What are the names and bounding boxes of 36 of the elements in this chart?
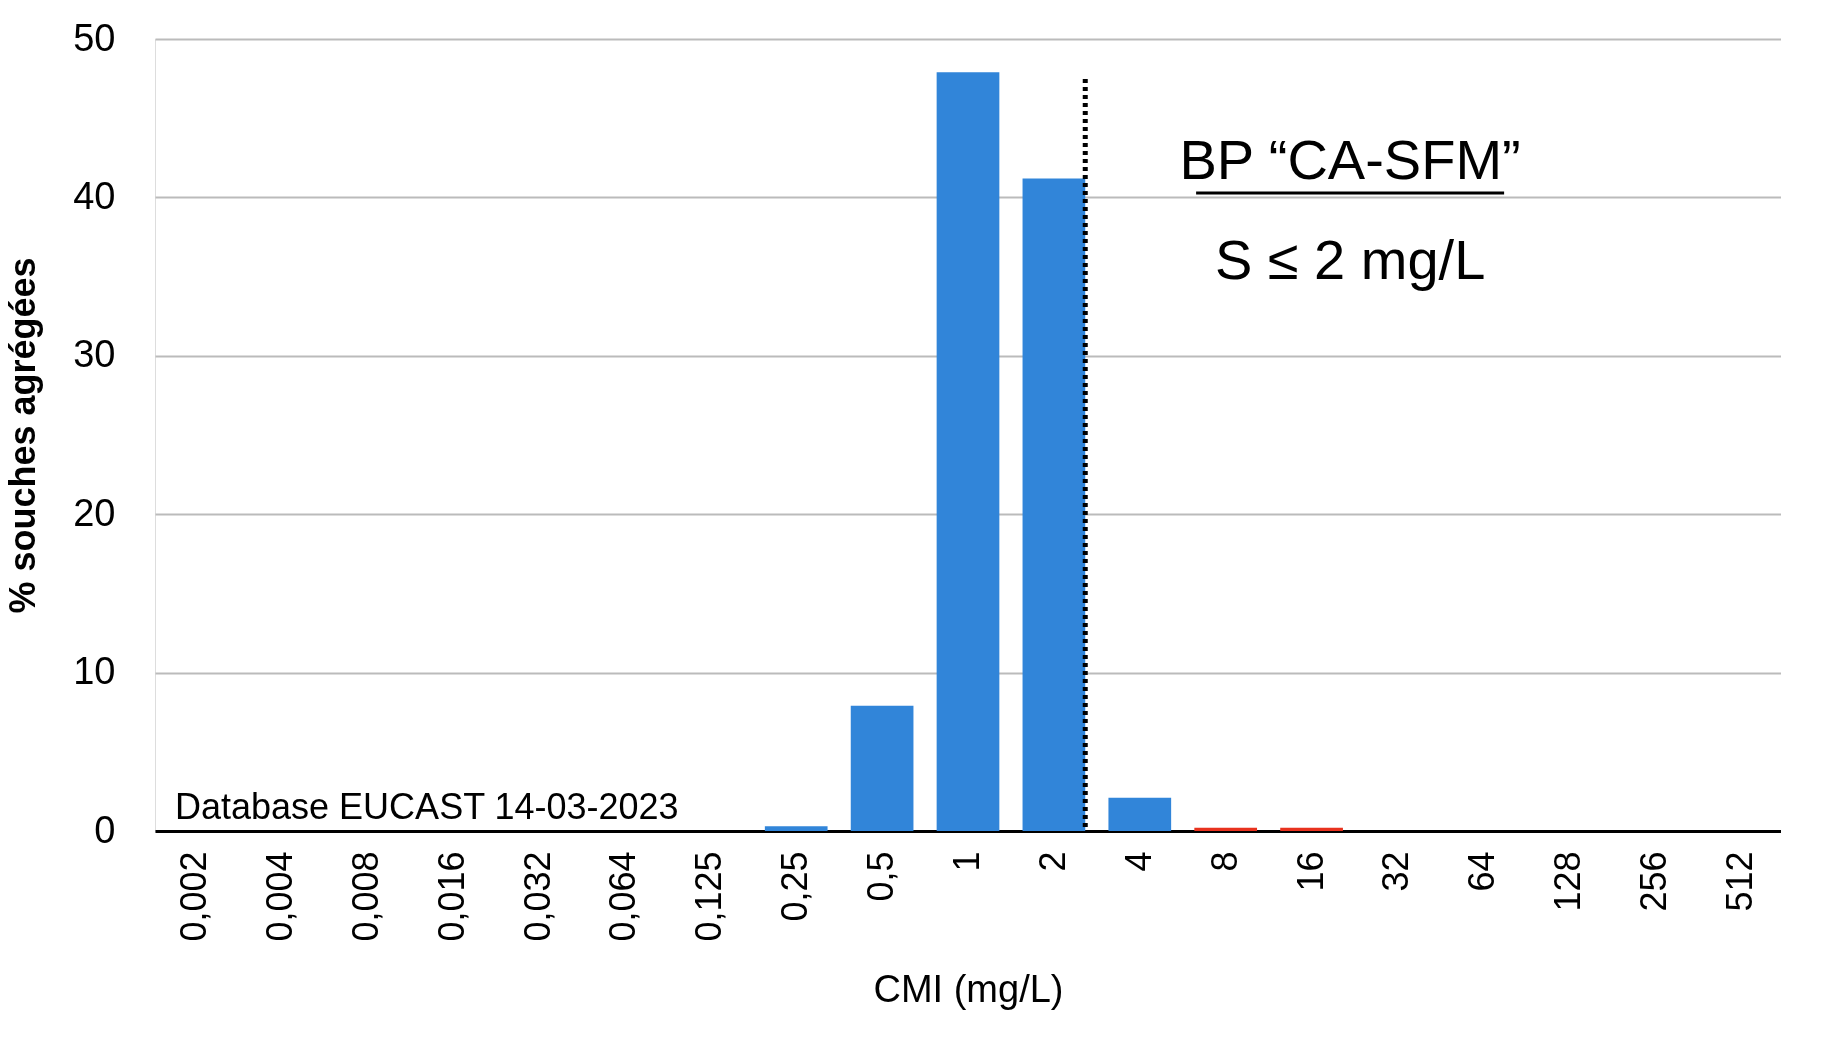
- x-tick-label: 128: [1547, 851, 1589, 912]
- y-tick-label: 50: [73, 16, 116, 59]
- annotation: Database EUCAST 14-03-2023: [175, 786, 679, 827]
- x-tick-label: 0,004: [258, 851, 300, 942]
- y-tick-label: 40: [73, 174, 116, 217]
- x-tick-label: 0,064: [602, 851, 644, 942]
- x-tick-label: 512: [1719, 851, 1761, 912]
- annotation: BP “CA-SFM”: [1179, 128, 1521, 191]
- y-tick-label: 0: [94, 808, 116, 851]
- x-tick-label: 0,016: [430, 851, 472, 942]
- bar: [764, 826, 828, 831]
- y-tick-label: 10: [73, 650, 116, 693]
- y-tick-label: 20: [73, 491, 116, 534]
- bar: [850, 705, 914, 831]
- x-tick-label: 4: [1117, 851, 1159, 872]
- x-tick-label: 0,25: [774, 851, 816, 922]
- bar: [1108, 797, 1172, 831]
- bar: [1194, 827, 1258, 831]
- bar: [936, 72, 1000, 831]
- x-tick-label: 1: [946, 851, 987, 872]
- x-tick-label: 8: [1203, 851, 1245, 872]
- y-axis-title: % souches agrégées: [2, 257, 44, 614]
- bar: [1280, 827, 1343, 831]
- x-tick-label: 0,5: [860, 851, 902, 902]
- x-tick-label: 256: [1633, 851, 1675, 912]
- annotation: S ≤ 2 mg/L: [1214, 228, 1486, 291]
- x-tick-label: 0,032: [516, 851, 558, 942]
- x-tick-label: 32: [1375, 851, 1417, 892]
- x-tick-label: 16: [1289, 851, 1331, 892]
- x-tick-label: 2: [1031, 851, 1073, 872]
- x-tick-label: 0,002: [172, 851, 214, 942]
- x-tick-label: 64: [1461, 851, 1503, 892]
- x-tick-label: 0,008: [344, 851, 386, 942]
- x-tick-label: 0,125: [688, 851, 730, 942]
- x-axis-title: CMI (mg/L): [873, 967, 1064, 1010]
- y-tick-label: 30: [73, 333, 116, 376]
